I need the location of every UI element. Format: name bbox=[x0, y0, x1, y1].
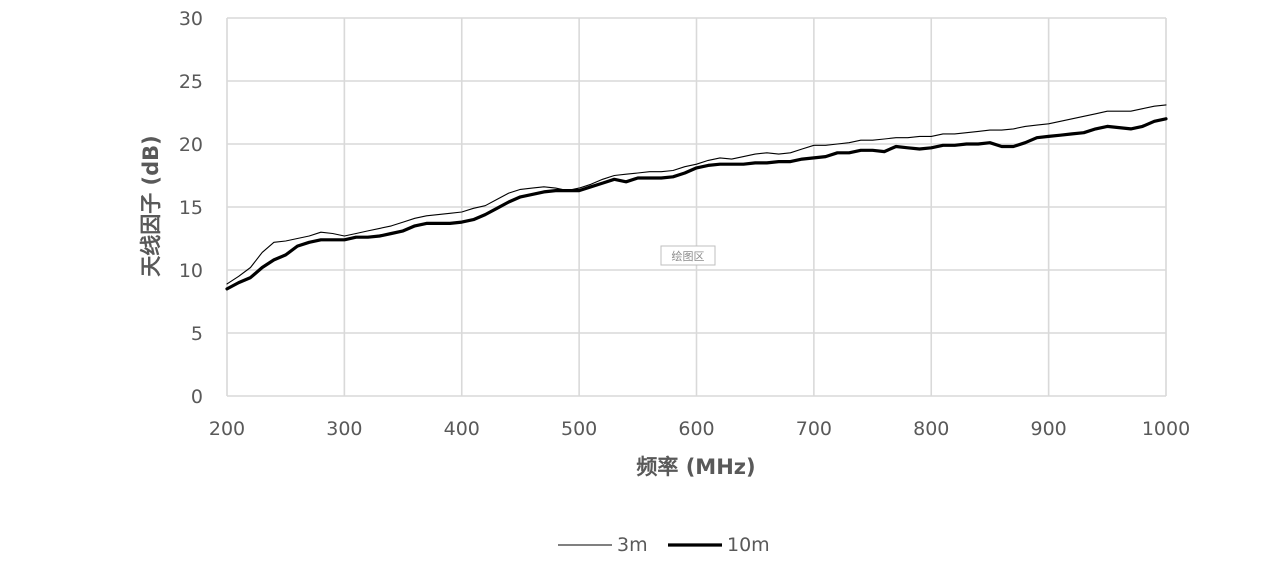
series-line-3m bbox=[226, 104, 1167, 285]
x-tick-label: 800 bbox=[913, 418, 949, 440]
x-tick-label: 500 bbox=[561, 418, 597, 440]
y-tick-label: 10 bbox=[179, 260, 203, 282]
series-line-10m bbox=[225, 117, 1168, 291]
y-tick-label: 0 bbox=[191, 386, 203, 408]
plot-area-tooltip-label: 绘图区 bbox=[672, 249, 705, 263]
y-tick-label: 20 bbox=[179, 134, 203, 156]
series-layer bbox=[225, 104, 1168, 291]
y-tick-label: 5 bbox=[191, 323, 203, 345]
x-tick-label: 200 bbox=[209, 418, 245, 440]
x-axis-title: 频率 (MHz) bbox=[636, 455, 755, 479]
y-tick-label: 30 bbox=[179, 8, 203, 30]
y-tick-label: 25 bbox=[179, 71, 203, 93]
grid-layer bbox=[226, 17, 1167, 397]
x-tick-label: 600 bbox=[678, 418, 714, 440]
x-tick-label: 700 bbox=[796, 418, 832, 440]
x-tick-label: 900 bbox=[1030, 418, 1066, 440]
legend-label-10m: 10m bbox=[727, 534, 770, 556]
tick-label-layer: 0 5 10 15 20 25 30 200 300 400 500 600 700 800 900 1000 bbox=[179, 8, 1190, 440]
legend-label-3m: 3m bbox=[617, 534, 648, 556]
y-axis-title: 天线因子 (dB) bbox=[139, 135, 163, 277]
legend: 3m 10m bbox=[558, 534, 770, 556]
x-tick-label: 1000 bbox=[1142, 418, 1190, 440]
x-tick-label: 300 bbox=[326, 418, 362, 440]
x-tick-label: 400 bbox=[444, 418, 480, 440]
plot-area-tooltip: 绘图区 bbox=[660, 245, 716, 266]
plot-area-tooltip-box bbox=[660, 245, 716, 266]
y-tick-label: 15 bbox=[179, 197, 203, 219]
